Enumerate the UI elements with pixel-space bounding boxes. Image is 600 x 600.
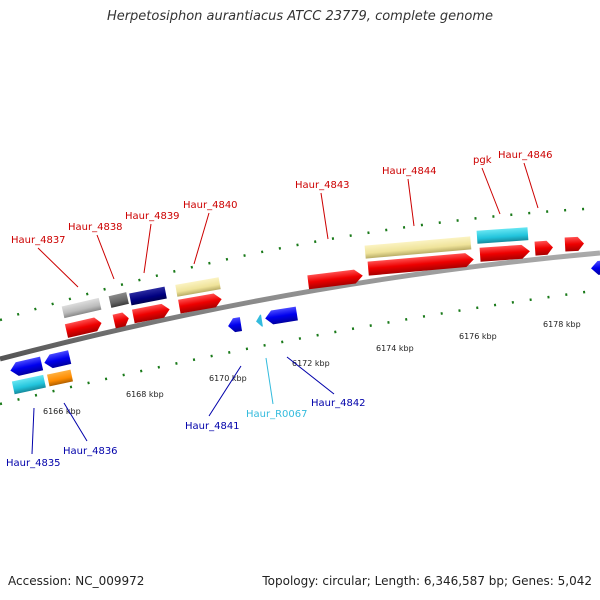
gene-feature[interactable] [11, 374, 46, 395]
callout-line [96, 234, 115, 280]
callout-line [481, 167, 501, 215]
gene-label[interactable]: Haur_4841 [185, 421, 240, 432]
genome-backbone [0, 250, 600, 362]
scale-label: 6168 kbp [126, 390, 164, 399]
callout-line [407, 178, 415, 227]
gene-arrow-forward[interactable] [534, 240, 554, 256]
gene-feature[interactable] [129, 286, 167, 306]
gene-label[interactable]: Haur_4842 [311, 398, 366, 409]
scale-label: 6166 kbp [43, 407, 81, 416]
gene-arrow-forward[interactable] [178, 292, 223, 314]
gene-arrow-forward[interactable] [367, 252, 475, 276]
gene-arrow-reverse[interactable] [227, 317, 243, 333]
gene-feature[interactable] [364, 236, 472, 259]
gene-label[interactable]: Haur_4838 [68, 222, 123, 233]
gene-label[interactable]: pgk [473, 155, 492, 166]
scale-labels: 6166 kbp 6168 kbp 6170 kbp 6172 kbp 6174… [43, 320, 581, 416]
gene-label[interactable]: Haur_4840 [183, 200, 238, 211]
callout-line [31, 407, 35, 455]
callout-line [193, 212, 210, 265]
scale-label: 6176 kbp [459, 332, 497, 341]
gene-arrow-forward[interactable] [564, 236, 585, 252]
gene-arrow-reverse[interactable] [591, 260, 600, 275]
callout-line [37, 247, 79, 288]
gene-label[interactable]: Haur_4839 [125, 211, 180, 222]
map-title: Herpetosiphon aurantiacus ATCC 23779, co… [106, 9, 494, 24]
gene-arrow-forward[interactable] [131, 303, 171, 324]
gene-label[interactable]: Haur_R0067 [246, 409, 308, 420]
rna-feature[interactable] [255, 314, 263, 328]
accession-text: Accession: NC_009972 [8, 574, 145, 588]
callout-line [143, 223, 152, 274]
gene-feature[interactable] [108, 292, 129, 308]
gene-arrow-forward[interactable] [307, 269, 363, 290]
scale-label: 6172 kbp [292, 359, 330, 368]
scale-label: 6178 kbp [543, 320, 581, 329]
callout-lines [31, 162, 539, 455]
gene-label[interactable]: Haur_4837 [11, 235, 66, 246]
gene-arrow-reverse[interactable] [264, 306, 298, 326]
callout-line [208, 365, 242, 417]
gene-feature[interactable] [47, 369, 73, 387]
gene-arrow-reverse[interactable] [9, 356, 44, 378]
genome-stats-text: Topology: circular; Length: 6,346,587 bp… [262, 574, 592, 588]
gene-feature[interactable] [476, 227, 529, 244]
gene-label[interactable]: Haur_4836 [63, 446, 118, 457]
forward-feature-row-lower [64, 236, 585, 338]
gene-label[interactable]: Haur_4835 [6, 458, 61, 469]
gene-feature[interactable] [175, 277, 221, 297]
reverse-feature-row [9, 260, 600, 395]
gene-feature[interactable] [61, 297, 102, 319]
lower-position-track [0, 288, 600, 406]
callout-line [320, 192, 329, 240]
callout-line [523, 162, 539, 209]
forward-feature-row-upper [61, 227, 529, 319]
gene-labels: Haur_4837 Haur_4838 Haur_4839 Haur_4840 … [6, 150, 553, 469]
scale-label: 6174 kbp [376, 344, 414, 353]
gene-arrow-forward[interactable] [479, 244, 531, 262]
gene-label[interactable]: Haur_4844 [382, 166, 437, 177]
gene-label[interactable]: Haur_4843 [295, 180, 350, 191]
callout-line [265, 357, 274, 405]
callout-line [286, 356, 335, 395]
gene-arrow-forward[interactable] [64, 316, 103, 338]
gene-label[interactable]: Haur_4846 [498, 150, 553, 161]
scale-label: 6170 kbp [209, 374, 247, 383]
callout-line [63, 402, 88, 442]
gene-arrow-forward[interactable] [112, 311, 131, 329]
gene-arrow-reverse[interactable] [43, 350, 72, 369]
